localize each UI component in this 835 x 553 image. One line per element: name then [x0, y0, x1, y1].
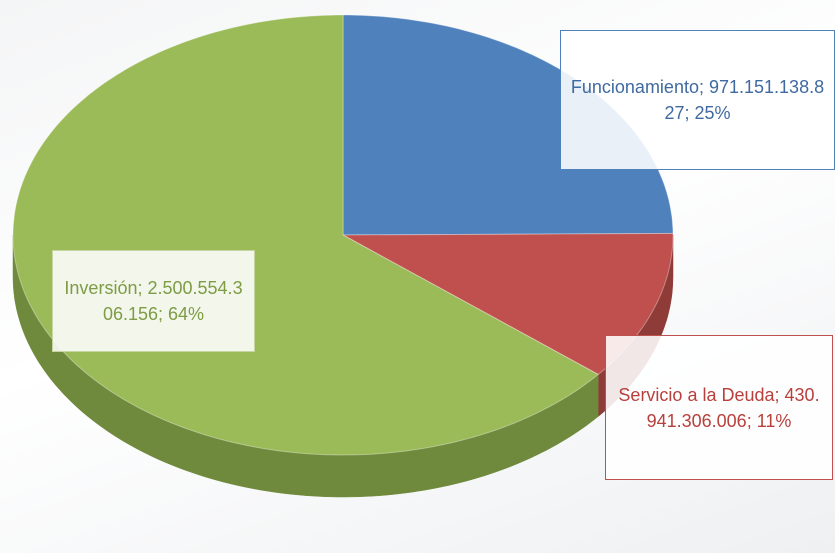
label-text: Funcionamiento; 971.151.138.827; 25% [569, 74, 826, 126]
label-part: ; [698, 77, 709, 97]
label-text: Servicio a la Deuda; 430.941.306.006; 11… [614, 382, 824, 434]
label-part: Inversión [64, 278, 138, 298]
label-part: 64% [168, 304, 205, 324]
label-part: 11% [756, 410, 792, 431]
label-text: Inversión; 2.500.554.306.156; 64% [61, 275, 246, 327]
label-part: 971.151.138.827 [664, 77, 825, 123]
label-part: ; [774, 384, 785, 405]
label-part: Funcionamiento [570, 77, 699, 97]
label-part: ; [158, 304, 169, 324]
label-part: 25% [694, 103, 731, 123]
label-part: ; [684, 103, 695, 123]
data-label: Servicio a la Deuda; 430.941.306.006; 11… [605, 335, 833, 480]
label-part: ; [137, 278, 148, 298]
label-part: 430.941.306.006 [646, 384, 820, 431]
label-part: 2.500.554.306.156 [102, 278, 243, 324]
label-part: Servicio a la Deuda [618, 384, 775, 405]
data-label: Funcionamiento; 971.151.138.827; 25% [560, 30, 835, 170]
label-part: ; [746, 410, 757, 431]
data-label: Inversión; 2.500.554.306.156; 64% [52, 250, 255, 352]
